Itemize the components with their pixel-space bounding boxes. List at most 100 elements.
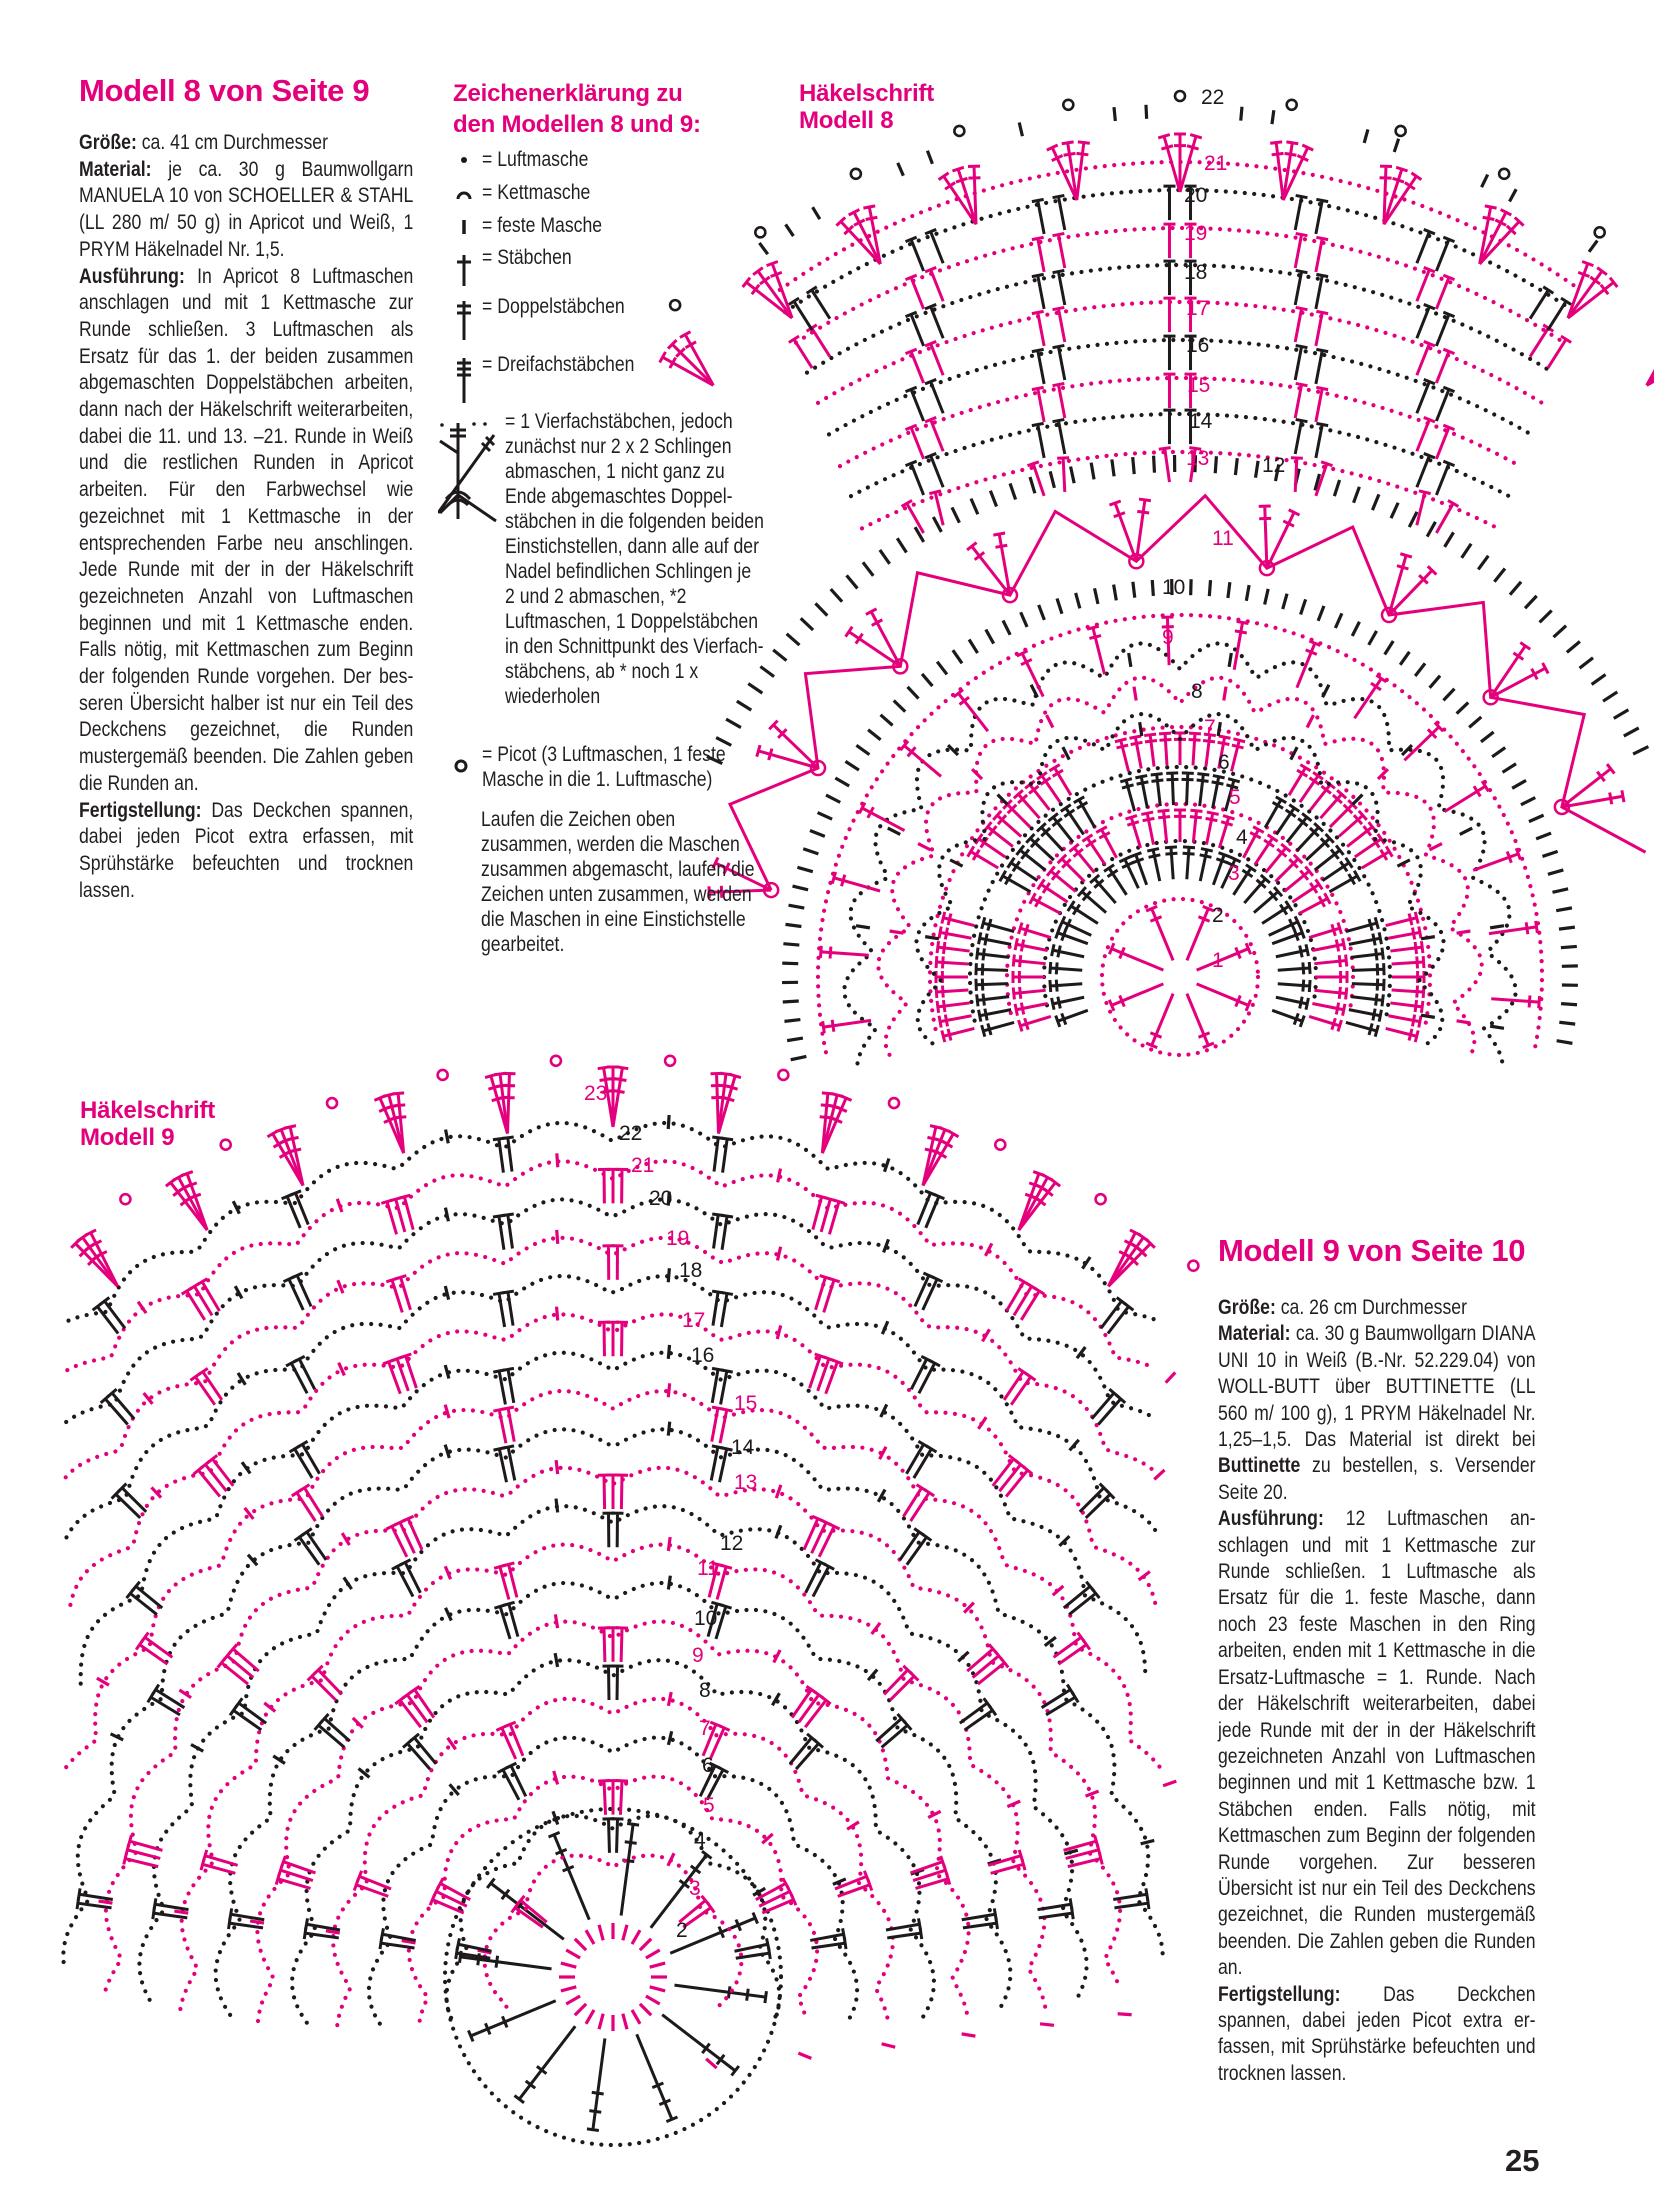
chain-stitch-arc (290, 1658, 936, 2025)
single-crochet-tick (771, 1692, 781, 1707)
single-crochet-tick (573, 1937, 588, 1952)
single-crochet-tick (774, 1524, 783, 1540)
single-crochet-tick (551, 1810, 560, 1826)
modell-9-round-2 (442, 1806, 784, 2148)
model8-execution: Ausführung: In Apricot 8 Luftma­schen an… (79, 264, 413, 798)
single-crochet-tick (867, 728, 882, 741)
treble-crochet-symbol (848, 208, 882, 265)
single-crochet-tick (1352, 486, 1361, 504)
treble-crochet-symbol (974, 978, 1009, 991)
double-crochet-symbol (804, 1695, 832, 1729)
treble-crochet-symbol (1046, 143, 1079, 201)
round-number-label: 9 (692, 1644, 704, 1667)
single-crochet-tick (1351, 793, 1364, 806)
execution-label: Ausführung: (1218, 1507, 1324, 1531)
double-crochet-symbol (502, 1600, 520, 1638)
double-crochet-symbol (928, 489, 945, 526)
treble-crochet-symbol (935, 999, 970, 1013)
single-crochet-tick (1587, 239, 1599, 253)
treble-crochet-symbol (830, 871, 881, 893)
model9-instructions: Größe: ca. 26 cm Durchmesser Material: c… (1218, 1295, 1536, 2087)
double-crochet-icon (457, 255, 471, 286)
single-crochet-tick (925, 150, 934, 165)
picot-circle (1593, 226, 1606, 239)
single-crochet-tick (1132, 686, 1138, 701)
double-crochet-symbol (1435, 310, 1456, 347)
double-crochet-symbol (607, 1473, 619, 1509)
treble-crochet-symbol (1006, 856, 1039, 882)
treble-crochet-symbol (1264, 842, 1292, 874)
double-crochet-symbol (905, 1532, 933, 1566)
single-crochet-tick-icon (462, 220, 466, 234)
single-crochet-tick (584, 2009, 596, 2025)
single-crochet-tick (272, 1754, 286, 1765)
treble-crochet-symbol (1011, 986, 1046, 1000)
legend-note: Laufen die Zeichen oben zusammen, werden… (481, 808, 755, 956)
double-crochet-symbol (1027, 460, 1046, 497)
double-crochet-symbol (296, 1440, 321, 1475)
modell-9-round-10 (213, 1575, 1013, 2017)
double-crochet-symbol (1184, 408, 1197, 445)
round-number-label: 14 (731, 1436, 755, 1459)
single-crochet-tick (996, 793, 1009, 806)
eye-symbol (1258, 559, 1276, 577)
treble-crochet-symbol (658, 351, 715, 387)
double-crochet-symbol (501, 1405, 516, 1442)
treble-crochet-symbol (975, 993, 1010, 1007)
double-crochet-symbol (794, 1738, 824, 1771)
double-crochet-symbol (1415, 416, 1436, 452)
double-crochet-symbol (904, 385, 925, 422)
treble-crochet-symbol (1056, 853, 1086, 883)
treble-crochet-symbol (1232, 863, 1257, 896)
single-crochet-tick (666, 1383, 672, 1398)
single-crochet-tick (1055, 597, 1064, 615)
treble-crochet-symbol (1232, 619, 1249, 671)
double-crochet-symbol (1078, 1482, 1110, 1513)
double-crochet-symbol (76, 1888, 113, 1901)
modell-9-round-15 (64, 1383, 1177, 1788)
treble-crochet-symbol (768, 719, 820, 770)
treble-crochet-symbol (1066, 900, 1099, 925)
treble-crochet-symbol (1379, 164, 1393, 225)
single-crochet-tick (1069, 466, 1076, 484)
treble-crochet-symbol (1242, 825, 1265, 859)
picot-circle (1173, 89, 1187, 103)
treble-crochet-symbol (1312, 938, 1347, 952)
treble-crochet-symbol (1202, 732, 1216, 767)
double-crochet-symbol (501, 1366, 516, 1404)
single-crochet-tick (190, 1743, 205, 1753)
single-crochet-tick (981, 1328, 991, 1343)
double-crochet-symbol (1114, 1897, 1151, 1910)
double-treble-symbol (373, 1094, 406, 1154)
material-label: Material: (79, 157, 152, 181)
round-number-label: 8 (699, 1679, 711, 1702)
double-treble-symbol (921, 1126, 952, 1187)
single-crochet-tick (1520, 796, 1536, 807)
double-crochet-symbol (720, 1213, 734, 1250)
double-crochet-symbol (1031, 421, 1046, 459)
picot-circle (1285, 98, 1298, 112)
single-crochet-tick (351, 1716, 364, 1729)
double-crochet-symbol (708, 1724, 731, 1760)
single-crochet-tick (337, 1362, 346, 1377)
single-crochet-tick (878, 1446, 888, 1460)
treble-crochet-symbol (1125, 814, 1143, 849)
double-crochet-symbol (455, 1938, 492, 1953)
single-crochet-tick (855, 744, 871, 756)
round-number-label: 3 (1228, 862, 1240, 885)
single-crochet-tick (1008, 482, 1018, 501)
single-crochet-tick (1558, 925, 1576, 931)
round-number-label: 11 (697, 1557, 719, 1580)
treble-crochet-symbol (679, 330, 715, 387)
modell-9-round-18 (64, 1268, 1160, 1540)
double-crochet-symbol (615, 1779, 629, 1815)
double-crochet-symbol (682, 1901, 716, 1929)
double-crochet-symbol (1415, 228, 1436, 264)
single-crochet-tick (446, 1736, 457, 1751)
modell-8-round-6 (914, 711, 1446, 1046)
double-crochet-symbol (1097, 1393, 1127, 1426)
finishing-value: Das Deckchen spannen, dabei jeden Picot … (1218, 1982, 1536, 2085)
single-crochet-tick (776, 1168, 783, 1183)
picot-circle (668, 298, 682, 312)
single-crochet-tick (1112, 106, 1117, 122)
